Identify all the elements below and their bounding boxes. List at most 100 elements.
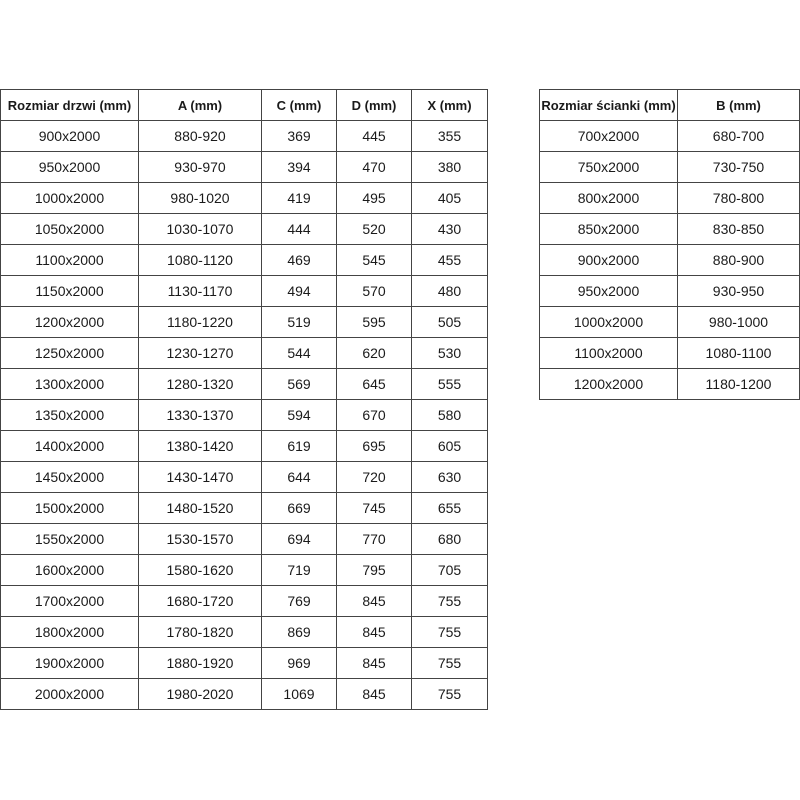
table-cell: 1780-1820 <box>138 616 262 648</box>
table-cell: 545 <box>336 244 412 276</box>
table-cell: 1080-1120 <box>138 244 262 276</box>
table-cell: 419 <box>261 182 337 214</box>
table-cell: 1000x2000 <box>539 306 678 338</box>
table-cell: 1450x2000 <box>0 461 139 493</box>
table-cell: 695 <box>336 430 412 462</box>
table-row: 1450x2000 1430-1470 644 720 630 <box>0 461 488 493</box>
table-cell: 950x2000 <box>539 275 678 307</box>
table-cell: 494 <box>261 275 337 307</box>
table-cell: 930-950 <box>677 275 800 307</box>
table-cell: 880-920 <box>138 120 262 152</box>
table-cell: 845 <box>336 616 412 648</box>
table-cell: 845 <box>336 678 412 710</box>
table-cell: 770 <box>336 523 412 555</box>
table-cell: 1250x2000 <box>0 337 139 369</box>
table-row: 900x2000 880-900 <box>539 244 800 276</box>
table-cell: 1200x2000 <box>0 306 139 338</box>
table-row: 1350x2000 1330-1370 594 670 580 <box>0 399 488 431</box>
table-cell: 595 <box>336 306 412 338</box>
table-cell: 355 <box>411 120 488 152</box>
table-cell: 669 <box>261 492 337 524</box>
table-cell: 570 <box>336 275 412 307</box>
table-cell: 1230-1270 <box>138 337 262 369</box>
table-cell: 969 <box>261 647 337 679</box>
table-row: 1600x2000 1580-1620 719 795 705 <box>0 554 488 586</box>
door-sizes-table: Rozmiar drzwi (mm) A (mm) C (mm) D (mm) X (m… <box>0 89 488 710</box>
table-cell: 1130-1170 <box>138 275 262 307</box>
table-cell: 1330-1370 <box>138 399 262 431</box>
column-header: B (mm) <box>677 89 800 121</box>
table-row: 950x2000 930-970 394 470 380 <box>0 151 488 183</box>
table-cell: 594 <box>261 399 337 431</box>
column-header: Rozmiar drzwi (mm) <box>0 89 139 121</box>
table-cell: 755 <box>411 585 488 617</box>
table-cell: 1680-1720 <box>138 585 262 617</box>
table-cell: 380 <box>411 151 488 183</box>
table-cell: 680-700 <box>677 120 800 152</box>
table-row: 1500x2000 1480-1520 669 745 655 <box>0 492 488 524</box>
table-row: 950x2000 930-950 <box>539 275 800 307</box>
table-cell: 655 <box>411 492 488 524</box>
table-cell: 900x2000 <box>0 120 139 152</box>
table-row: 1400x2000 1380-1420 619 695 605 <box>0 430 488 462</box>
table-cell: 580 <box>411 399 488 431</box>
table-cell: 1100x2000 <box>539 337 678 369</box>
column-header: A (mm) <box>138 89 262 121</box>
table-row: 1100x2000 1080-1120 469 545 455 <box>0 244 488 276</box>
table-cell: 520 <box>336 213 412 245</box>
table-cell: 769 <box>261 585 337 617</box>
table-cell: 470 <box>336 151 412 183</box>
table-cell: 619 <box>261 430 337 462</box>
table-cell: 755 <box>411 616 488 648</box>
table-cell: 720 <box>336 461 412 493</box>
table-cell: 495 <box>336 182 412 214</box>
table-row: 1900x2000 1880-1920 969 845 755 <box>0 647 488 679</box>
table-cell: 1180-1220 <box>138 306 262 338</box>
table-row: 1800x2000 1780-1820 869 845 755 <box>0 616 488 648</box>
table-cell: 369 <box>261 120 337 152</box>
table-cell: 1380-1420 <box>138 430 262 462</box>
table-cell: 745 <box>336 492 412 524</box>
table-cell: 1030-1070 <box>138 213 262 245</box>
table-cell: 680 <box>411 523 488 555</box>
table-cell: 645 <box>336 368 412 400</box>
table-row: 1000x2000 980-1020 419 495 405 <box>0 182 488 214</box>
table-cell: 1800x2000 <box>0 616 139 648</box>
table-row: 700x2000 680-700 <box>539 120 800 152</box>
table-cell: 795 <box>336 554 412 586</box>
table-cell: 700x2000 <box>539 120 678 152</box>
table-cell: 530 <box>411 337 488 369</box>
table-row: 1000x2000 980-1000 <box>539 306 800 338</box>
table-cell: 1980-2020 <box>138 678 262 710</box>
table-cell: 1280-1320 <box>138 368 262 400</box>
table-cell: 780-800 <box>677 182 800 214</box>
table-cell: 519 <box>261 306 337 338</box>
table-row: 2000x2000 1980-2020 1069 845 755 <box>0 678 488 710</box>
table-row: 1550x2000 1530-1570 694 770 680 <box>0 523 488 555</box>
column-header: D (mm) <box>336 89 412 121</box>
table-cell: 1180-1200 <box>677 368 800 400</box>
table-cell: 1480-1520 <box>138 492 262 524</box>
column-header: X (mm) <box>411 89 488 121</box>
column-header: C (mm) <box>261 89 337 121</box>
table-row: 1100x2000 1080-1100 <box>539 337 800 369</box>
table-row: 1200x2000 1180-1220 519 595 505 <box>0 306 488 338</box>
table-cell: 750x2000 <box>539 151 678 183</box>
table-cell: 644 <box>261 461 337 493</box>
table-cell: 455 <box>411 244 488 276</box>
table-cell: 1150x2000 <box>0 275 139 307</box>
table-cell: 469 <box>261 244 337 276</box>
table-row: 900x2000 880-920 369 445 355 <box>0 120 488 152</box>
table-cell: 555 <box>411 368 488 400</box>
table-cell: 1900x2000 <box>0 647 139 679</box>
table-cell: 1530-1570 <box>138 523 262 555</box>
table-cell: 445 <box>336 120 412 152</box>
table-cell: 1400x2000 <box>0 430 139 462</box>
table-cell: 1580-1620 <box>138 554 262 586</box>
wall-sizes-table: Rozmiar ścianki (mm) B (mm) 700x2000 680-7… <box>539 89 800 400</box>
table-cell: 405 <box>411 182 488 214</box>
table-cell: 1080-1100 <box>677 337 800 369</box>
table-cell: 620 <box>336 337 412 369</box>
table-cell: 430 <box>411 213 488 245</box>
table-row: 850x2000 830-850 <box>539 213 800 245</box>
